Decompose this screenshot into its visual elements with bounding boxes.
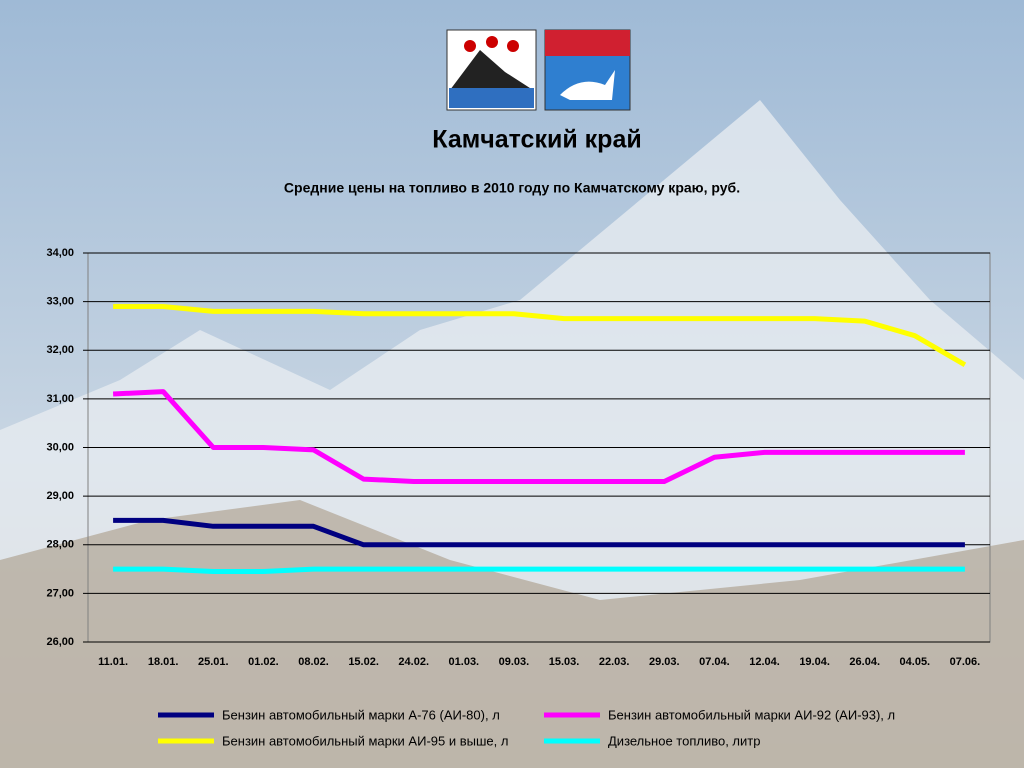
x-tick-label: 15.02.: [348, 656, 379, 668]
y-tick-label: 33,00: [46, 296, 74, 308]
y-tick-label: 32,00: [46, 344, 74, 356]
emblem-kamchatka: [446, 29, 537, 111]
x-tick-label: 15.03.: [549, 656, 580, 668]
y-tick-label: 34,00: [46, 247, 74, 259]
y-tick-label: 30,00: [46, 441, 74, 453]
x-tick-label: 19.04.: [799, 656, 830, 668]
legend-label: Дизельное топливо, литр: [608, 733, 760, 748]
series-line: [113, 517, 965, 548]
y-tick-label: 27,00: [46, 587, 74, 599]
x-tick-label: 18.01.: [148, 656, 179, 668]
x-tick-label: 25.01.: [198, 656, 229, 668]
legend-label: Бензин автомобильный марки АИ-92 (АИ-93)…: [608, 707, 895, 722]
foothills: [0, 500, 1024, 768]
y-tick-label: 28,00: [46, 539, 74, 551]
series-line: [113, 304, 967, 367]
x-tick-label: 08.02.: [298, 656, 329, 668]
series-line: [112, 389, 965, 484]
x-tick-label: 04.05.: [900, 656, 931, 668]
legend-label: Бензин автомобильный марки А-76 (АИ-80),…: [222, 707, 500, 722]
slide-title: Камчатский край: [432, 126, 641, 154]
x-tick-label: 29.03.: [649, 656, 680, 668]
y-tick-label: 29,00: [46, 490, 74, 502]
x-tick-label: 07.04.: [699, 656, 730, 668]
x-tick-label: 22.03.: [599, 656, 630, 668]
x-tick-label: 01.03.: [449, 656, 480, 668]
x-tick-label: 12.04.: [749, 656, 780, 668]
x-tick-label: 24.02.: [398, 656, 429, 668]
x-tick-label: 07.06.: [950, 656, 981, 668]
y-tick-label: 26,00: [46, 636, 74, 648]
emblem-koryak: [544, 29, 631, 111]
x-tick-label: 11.01.: [98, 656, 128, 668]
x-tick-label: 26.04.: [849, 656, 880, 668]
x-tick-label: 01.02.: [248, 656, 279, 668]
series-line: [113, 566, 965, 574]
legend-label: Бензин автомобильный марки АИ-95 и выше,…: [222, 733, 508, 748]
x-tick-label: 09.03.: [499, 656, 530, 668]
y-tick-label: 31,00: [46, 393, 74, 405]
chart-subtitle: Средние цены на топливо в 2010 году по К…: [284, 180, 740, 196]
